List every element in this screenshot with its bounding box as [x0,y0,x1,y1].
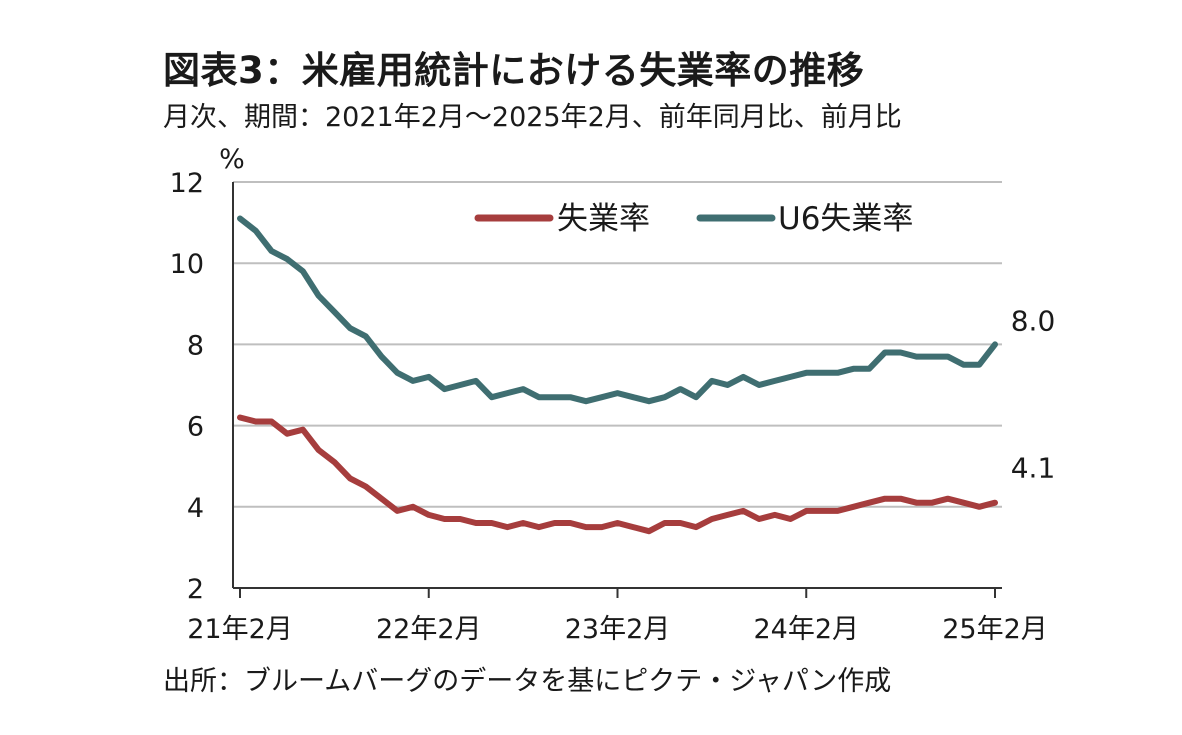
end-labels: 4.1 8.0 [1011,304,1056,484]
legend: 失業率 U6失業率 [474,201,913,237]
y-tick-label: 2 [187,574,204,605]
x-tick-label: 24年2月 [753,614,859,645]
x-tick-label: 21年2月 [187,614,293,645]
end-label-u6: 8.0 [1011,304,1056,337]
legend-label-unemployment: 失業率 [557,201,650,237]
y-unit-label: % [219,144,245,175]
grid-lines [233,181,1002,508]
x-tick-label: 22年2月 [376,614,482,645]
chart-subtitle: 月次、期間：2021年2月～2025年2月、前年同月比、前月比 [163,102,902,133]
series-line-unemployment [237,414,998,535]
x-tick-label: 25年2月 [942,614,1048,645]
y-tick-label: 10 [170,249,204,280]
axes: 2 4 6 8 10 12% 21年2月 22年2月 23年2月 24年2月 25年2月 [170,144,1048,645]
end-label-unemployment: 4.1 [1011,452,1056,485]
x-tick-label: 23年2月 [565,614,671,645]
legend-label-u6: U6失業率 [778,201,913,237]
y-tick-label: 4 [187,493,204,524]
series-lines [237,215,998,535]
y-tick-label: 8 [187,330,204,361]
chart-title: 図表3：米雇用統計における失業率の推移 [163,49,865,92]
y-tick-label: 12 [170,168,204,199]
y-tick-label: 6 [187,412,204,443]
source-note: 出所：ブルームバーグのデータを基にピクテ・ジャパン作成 [163,666,892,697]
series-line-u6 [237,215,998,405]
